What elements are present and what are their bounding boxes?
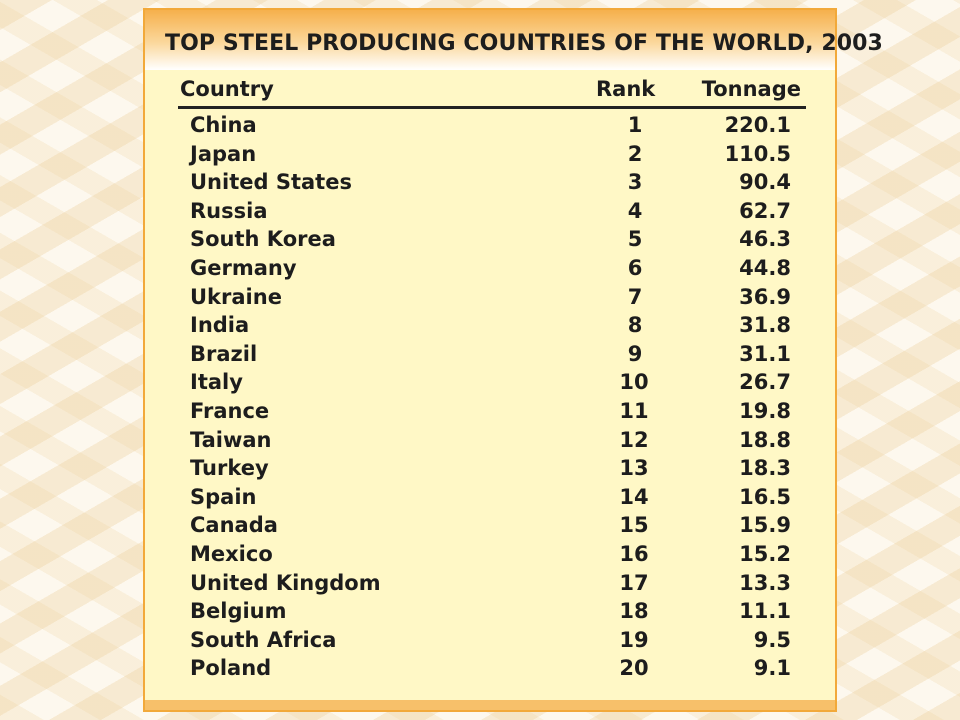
- rank-cell: 14: [619, 484, 649, 509]
- rank-cell: 2: [627, 141, 643, 166]
- rank-cell: 11: [619, 398, 649, 423]
- tonnage-cell: 110.5: [724, 141, 791, 166]
- tonnage-cell: 62.7: [739, 198, 791, 223]
- tonnage-cell: 31.8: [739, 313, 791, 338]
- table-row: India 8 31.8: [145, 309, 835, 338]
- country-cell: South Korea: [190, 227, 336, 252]
- rank-cell: 20: [619, 656, 649, 681]
- country-cell: South Africa: [190, 627, 337, 652]
- table-row: Mexico 16 15.2: [145, 538, 835, 567]
- rank-cell: 5: [627, 227, 643, 252]
- tonnage-cell: 15.9: [739, 513, 791, 538]
- table-body: China 1 220.1 Japan 2 110.5 United State…: [145, 109, 835, 681]
- country-cell: India: [190, 313, 250, 338]
- tonnage-cell: 18.8: [739, 427, 791, 452]
- country-cell: France: [190, 398, 270, 423]
- bottom-strip: [145, 700, 835, 710]
- rank-cell: 1: [627, 113, 643, 137]
- country-cell: Brazil: [190, 341, 258, 366]
- country-cell: Italy: [190, 370, 243, 395]
- country-cell: Canada: [190, 513, 278, 538]
- rank-cell: 17: [619, 570, 649, 595]
- tonnage-cell: 15.2: [739, 541, 791, 566]
- tonnage-cell: 18.3: [739, 456, 791, 481]
- country-cell: Mexico: [190, 541, 273, 566]
- rank-cell: 16: [619, 541, 649, 566]
- table-row: Japan 2 110.5: [145, 138, 835, 167]
- table-row: Turkey 13 18.3: [145, 452, 835, 481]
- table-row: Italy 10 26.7: [145, 366, 835, 395]
- title-band: TOP STEEL PRODUCING COUNTRIES OF THE WOR…: [145, 10, 883, 70]
- country-cell: United States: [190, 170, 352, 195]
- column-header-country: Country: [180, 77, 274, 101]
- tonnage-cell: 220.1: [724, 113, 791, 137]
- tonnage-cell: 46.3: [739, 227, 791, 252]
- country-cell: Belgium: [190, 599, 287, 624]
- tonnage-cell: 9.1: [753, 656, 791, 681]
- header-rule: [178, 106, 806, 109]
- rank-cell: 9: [627, 341, 643, 366]
- table-row: United States 3 90.4: [145, 166, 835, 195]
- country-cell: China: [190, 113, 257, 137]
- country-cell: Turkey: [190, 456, 269, 481]
- table-row: Spain 14 16.5: [145, 481, 835, 510]
- rank-cell: 6: [627, 255, 643, 280]
- table-row: Taiwan 12 18.8: [145, 424, 835, 453]
- rank-cell: 10: [619, 370, 649, 395]
- country-cell: Japan: [190, 141, 257, 166]
- country-cell: Russia: [190, 198, 268, 223]
- rank-cell: 13: [619, 456, 649, 481]
- table-row: South Korea 5 46.3: [145, 223, 835, 252]
- table-row: Germany 6 44.8: [145, 252, 835, 281]
- tonnage-cell: 13.3: [739, 570, 791, 595]
- table-row: Belgium 18 11.1: [145, 595, 835, 624]
- rank-cell: 19: [619, 627, 649, 652]
- rank-cell: 15: [619, 513, 649, 538]
- country-cell: Taiwan: [190, 427, 272, 452]
- country-cell: Ukraine: [190, 284, 282, 309]
- rank-cell: 12: [619, 427, 649, 452]
- tonnage-cell: 16.5: [739, 484, 791, 509]
- table-row: United Kingdom 17 13.3: [145, 567, 835, 596]
- tonnage-cell: 31.1: [739, 341, 791, 366]
- table-row: South Africa 19 9.5: [145, 624, 835, 653]
- rank-cell: 3: [627, 170, 643, 195]
- country-cell: United Kingdom: [190, 570, 381, 595]
- table-title: TOP STEEL PRODUCING COUNTRIES OF THE WOR…: [165, 31, 883, 56]
- table-row: Ukraine 7 36.9: [145, 281, 835, 310]
- tonnage-cell: 26.7: [739, 370, 791, 395]
- table-row: Brazil 9 31.1: [145, 338, 835, 367]
- table-row: Canada 15 15.9: [145, 509, 835, 538]
- tonnage-cell: 9.5: [753, 627, 791, 652]
- tonnage-cell: 11.1: [739, 599, 791, 624]
- country-cell: Germany: [190, 255, 297, 280]
- rank-cell: 4: [627, 198, 643, 223]
- table-row: France 11 19.8: [145, 395, 835, 424]
- column-header-tonnage: Tonnage: [701, 77, 801, 101]
- tonnage-cell: 19.8: [739, 398, 791, 423]
- rank-cell: 8: [627, 313, 643, 338]
- table-row: China 1 220.1: [145, 109, 835, 138]
- table-row: Poland 20 9.1: [145, 652, 835, 681]
- column-header-rank: Rank: [596, 77, 656, 101]
- table-row: Russia 4 62.7: [145, 195, 835, 224]
- tonnage-cell: 90.4: [739, 170, 791, 195]
- country-cell: Poland: [190, 656, 272, 681]
- tonnage-cell: 36.9: [739, 284, 791, 309]
- rank-cell: 7: [627, 284, 643, 309]
- rank-cell: 18: [619, 599, 649, 624]
- tonnage-cell: 44.8: [739, 255, 791, 280]
- steel-table-card: TOP STEEL PRODUCING COUNTRIES OF THE WOR…: [143, 8, 883, 712]
- country-cell: Spain: [190, 484, 257, 509]
